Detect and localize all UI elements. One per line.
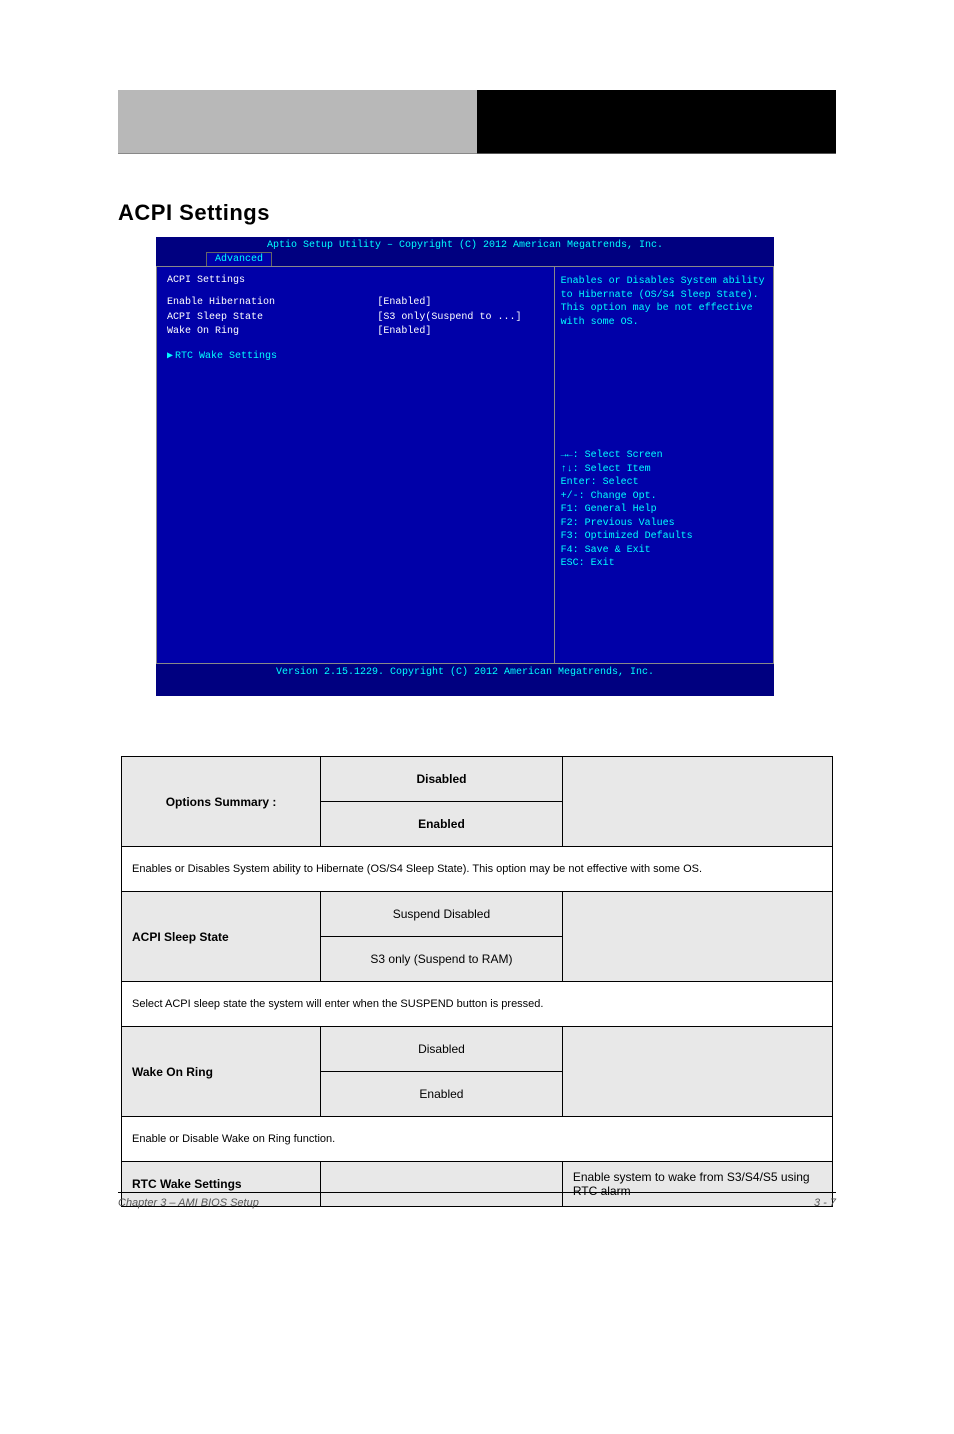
nav-hint: F3: Optimized Defaults — [561, 530, 767, 544]
nav-hint: F1: General Help — [561, 503, 767, 517]
bios-screenshot: Aptio Setup Utility – Copyright (C) 2012… — [156, 237, 774, 696]
table-header-options: Options Summary : — [122, 757, 321, 847]
nav-hint: ESC: Exit — [561, 557, 767, 571]
table-row: Select ACPI sleep state the system will … — [122, 982, 833, 1027]
bios-setting-row[interactable]: Wake On Ring [Enabled] — [167, 325, 550, 340]
setting-label: Wake On Ring — [167, 325, 377, 340]
bios-setting-row[interactable]: Enable Hibernation [Enabled] — [167, 296, 550, 311]
footer-right: 3 - 7 — [814, 1197, 836, 1209]
page-header-band — [118, 90, 836, 154]
table-desc: Enable or Disable Wake on Ring function. — [122, 1117, 833, 1162]
nav-hint: +/-: Change Opt. — [561, 490, 767, 504]
table-default — [562, 892, 832, 982]
bios-right-panel: Enables or Disables System ability to Hi… — [555, 267, 774, 663]
header-right — [477, 90, 836, 154]
bios-title: Aptio Setup Utility – Copyright (C) 2012… — [156, 237, 774, 252]
nav-hint: Enter: Select — [561, 476, 767, 490]
table-header-choice: Enabled — [321, 802, 563, 847]
bios-tab-advanced[interactable]: Advanced — [206, 252, 272, 266]
submenu-arrow-icon: ▶ — [167, 350, 173, 365]
bios-left-panel: ACPI Settings Enable Hibernation [Enable… — [156, 267, 555, 663]
setting-value: [Enabled] — [377, 325, 549, 340]
table-row: Enables or Disables System ability to Hi… — [122, 847, 833, 892]
nav-hint: F2: Previous Values — [561, 517, 767, 531]
setting-label: ACPI Sleep State — [167, 311, 377, 326]
table-default — [562, 1027, 832, 1117]
table-choice: Suspend Disabled — [321, 892, 563, 937]
table-choice: S3 only (Suspend to RAM) — [321, 937, 563, 982]
nav-hint: F4: Save & Exit — [561, 544, 767, 558]
options-summary-table: Options Summary : Disabled Enabled Enabl… — [121, 756, 833, 1207]
setting-value: [S3 only(Suspend to ...] — [377, 311, 549, 326]
section-title: ACPI Settings — [118, 200, 270, 226]
page-footer: Chapter 3 – AMI BIOS Setup 3 - 7 — [118, 1192, 836, 1209]
header-left — [118, 90, 477, 154]
bios-submenu-row[interactable]: ▶ RTC Wake Settings — [167, 350, 550, 365]
table-option-name: Wake On Ring — [122, 1027, 321, 1117]
bios-nav-hints: →←: Select Screen ↑↓: Select Item Enter:… — [561, 449, 767, 571]
table-row: Enable or Disable Wake on Ring function. — [122, 1117, 833, 1162]
table-option-name: ACPI Sleep State — [122, 892, 321, 982]
setting-value: [Enabled] — [377, 296, 549, 311]
nav-hint: →←: Select Screen — [561, 449, 767, 463]
table-desc: Select ACPI sleep state the system will … — [122, 982, 833, 1027]
table-choice: Disabled — [321, 1027, 563, 1072]
table-desc: Enables or Disables System ability to Hi… — [122, 847, 833, 892]
bios-footer: Version 2.15.1229. Copyright (C) 2012 Am… — [156, 664, 774, 681]
table-choice: Enabled — [321, 1072, 563, 1117]
bios-help-text: Enables or Disables System ability to Hi… — [561, 275, 767, 329]
setting-label: Enable Hibernation — [167, 296, 377, 311]
nav-hint: ↑↓: Select Item — [561, 463, 767, 477]
bios-setting-row[interactable]: ACPI Sleep State [S3 only(Suspend to ...… — [167, 311, 550, 326]
bios-heading: ACPI Settings — [167, 275, 550, 286]
footer-left: Chapter 3 – AMI BIOS Setup — [118, 1197, 259, 1209]
table-header-default — [562, 757, 832, 847]
table-header-choice: Disabled — [321, 757, 563, 802]
submenu-label: RTC Wake Settings — [175, 350, 277, 365]
